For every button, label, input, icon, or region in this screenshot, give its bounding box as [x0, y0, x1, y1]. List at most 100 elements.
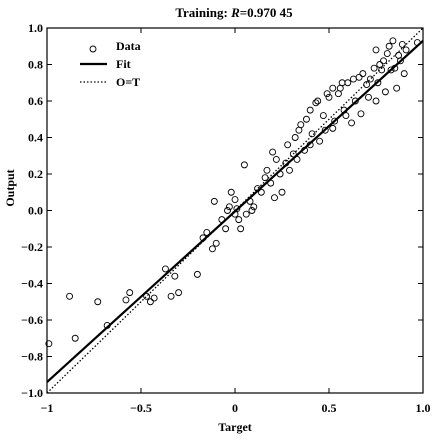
- data-point: [372, 97, 380, 105]
- y-tick-label: 0.6: [28, 94, 43, 108]
- data-point: [348, 119, 356, 127]
- x-tick-label: −1: [41, 401, 54, 415]
- data-point: [175, 289, 183, 297]
- y-axis-label: Output: [3, 169, 17, 206]
- legend-label: Data: [116, 39, 141, 53]
- data-point: [374, 79, 382, 87]
- y-tick-label: 0.0: [28, 204, 43, 218]
- data-point: [45, 340, 53, 348]
- data-point: [161, 265, 169, 273]
- data-point: [257, 188, 265, 196]
- data-point: [370, 64, 378, 72]
- data-point: [208, 245, 216, 253]
- data-point: [242, 210, 250, 218]
- data-point: [357, 110, 365, 118]
- legend-marker-data: [89, 45, 97, 53]
- legend: Data Fit O=T: [80, 39, 141, 89]
- data-point: [329, 84, 337, 92]
- data-point: [267, 179, 275, 187]
- data-point: [246, 197, 254, 205]
- data-point: [365, 93, 372, 101]
- data-point: [210, 197, 218, 205]
- data-point: [338, 79, 346, 87]
- data-point: [193, 270, 201, 278]
- data-point: [378, 66, 386, 74]
- data-point: [171, 272, 179, 280]
- data-point: [314, 97, 322, 105]
- data-point: [261, 174, 269, 182]
- data-point: [302, 115, 310, 123]
- data-point: [400, 70, 408, 78]
- data-point: [254, 185, 262, 193]
- data-point: [372, 46, 380, 54]
- x-tick-label: 0.5: [322, 401, 337, 415]
- data-point: [271, 194, 278, 202]
- data-point: [387, 66, 395, 74]
- data-point: [331, 117, 339, 125]
- data-point: [150, 294, 158, 302]
- data-point: [398, 40, 406, 48]
- data-point: [306, 106, 314, 114]
- data-point: [359, 70, 367, 78]
- data-point: [167, 292, 175, 300]
- data-points: [45, 37, 421, 348]
- data-point: [278, 188, 286, 196]
- data-point: [308, 130, 316, 138]
- data-point: [143, 292, 151, 300]
- y-tick-label: −0.8: [21, 350, 43, 364]
- data-point: [250, 203, 258, 211]
- data-point: [272, 155, 280, 163]
- data-point: [351, 97, 359, 105]
- legend-label: O=T: [116, 75, 140, 89]
- data-point: [402, 46, 410, 54]
- data-point: [282, 159, 290, 167]
- data-point: [389, 37, 397, 45]
- data-point: [146, 298, 154, 306]
- data-point: [316, 137, 324, 145]
- data-point: [293, 155, 301, 163]
- data-point: [342, 112, 350, 120]
- data-point: [269, 148, 277, 156]
- data-point: [396, 57, 404, 65]
- data-point: [289, 150, 297, 158]
- data-point: [225, 203, 233, 211]
- x-axis-label: Target: [218, 420, 252, 434]
- data-point: [284, 141, 292, 149]
- data-point: [122, 296, 130, 304]
- y-tick-label: −0.6: [21, 313, 43, 327]
- data-point: [325, 93, 333, 101]
- data-point: [329, 124, 337, 132]
- data-point: [381, 88, 389, 96]
- data-point: [393, 84, 401, 92]
- data-point: [291, 134, 299, 141]
- data-point: [237, 225, 245, 233]
- data-point: [321, 126, 329, 134]
- data-point: [366, 75, 374, 83]
- data-point: [240, 161, 248, 169]
- data-point: [235, 216, 243, 224]
- data-point: [380, 57, 387, 65]
- data-point: [385, 42, 393, 50]
- data-point: [391, 64, 399, 72]
- data-point: [233, 205, 241, 213]
- data-point: [319, 112, 327, 120]
- y-tick-label: −0.4: [21, 277, 43, 291]
- legend-label: Fit: [116, 57, 131, 71]
- y-tick-label: 0.4: [28, 131, 43, 145]
- data-point: [203, 228, 211, 236]
- data-point: [306, 141, 314, 149]
- data-point: [231, 196, 239, 204]
- data-point: [301, 146, 309, 154]
- y-tick-label: 0.2: [28, 167, 43, 181]
- data-point: [66, 292, 74, 300]
- data-point: [286, 166, 293, 174]
- data-point: [103, 322, 111, 329]
- data-point: [218, 216, 226, 224]
- data-point: [224, 207, 231, 214]
- x-axis-ticks: −1 −0.5 0 0.5 1.0: [41, 28, 431, 415]
- y-tick-label: −0.2: [21, 240, 43, 254]
- data-point: [126, 289, 134, 297]
- data-point: [413, 39, 421, 47]
- data-point: [263, 166, 271, 174]
